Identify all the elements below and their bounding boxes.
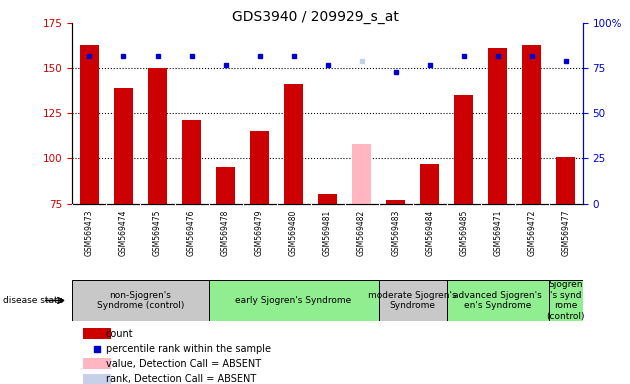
- Bar: [522, 45, 541, 204]
- Text: rank, Detection Call = ABSENT: rank, Detection Call = ABSENT: [106, 374, 256, 384]
- Text: moderate Sjogren's
Syndrome: moderate Sjogren's Syndrome: [369, 291, 457, 310]
- Text: GSM569480: GSM569480: [289, 210, 298, 256]
- Bar: [72, 280, 209, 321]
- Bar: [549, 280, 583, 321]
- Text: GSM569484: GSM569484: [425, 210, 434, 256]
- Bar: [83, 328, 111, 339]
- Text: disease state: disease state: [3, 296, 64, 305]
- Text: Sjogren
's synd
rome
(control): Sjogren 's synd rome (control): [546, 280, 585, 321]
- Bar: [209, 280, 379, 321]
- Bar: [284, 84, 303, 204]
- Text: early Sjogren's Syndrome: early Sjogren's Syndrome: [236, 296, 352, 305]
- Bar: [318, 195, 337, 204]
- Text: GSM569472: GSM569472: [527, 210, 536, 256]
- Bar: [352, 144, 371, 204]
- Text: GSM569475: GSM569475: [153, 210, 162, 256]
- Text: advanced Sjogren's
en's Syndrome: advanced Sjogren's en's Syndrome: [454, 291, 542, 310]
- Text: GSM569483: GSM569483: [391, 210, 400, 256]
- Text: GSM569477: GSM569477: [561, 210, 570, 256]
- Text: GSM569481: GSM569481: [323, 210, 332, 256]
- Bar: [83, 374, 111, 384]
- Bar: [447, 280, 549, 321]
- Bar: [386, 200, 405, 204]
- Text: GDS3940 / 209929_s_at: GDS3940 / 209929_s_at: [232, 10, 398, 23]
- Bar: [420, 164, 439, 204]
- Bar: [556, 157, 575, 204]
- Text: GSM569471: GSM569471: [493, 210, 502, 256]
- Text: value, Detection Call = ABSENT: value, Detection Call = ABSENT: [106, 359, 261, 369]
- Text: GSM569482: GSM569482: [357, 210, 366, 256]
- Text: GSM569479: GSM569479: [255, 210, 264, 256]
- Text: percentile rank within the sample: percentile rank within the sample: [106, 344, 271, 354]
- Bar: [379, 280, 447, 321]
- Text: GSM569485: GSM569485: [459, 210, 468, 256]
- Bar: [182, 121, 201, 204]
- Text: GSM569474: GSM569474: [119, 210, 128, 256]
- Bar: [83, 358, 111, 369]
- Bar: [114, 88, 133, 204]
- Text: GSM569476: GSM569476: [187, 210, 196, 256]
- Bar: [216, 167, 235, 204]
- Text: GSM569473: GSM569473: [85, 210, 94, 256]
- Bar: [80, 45, 99, 204]
- Text: GSM569478: GSM569478: [221, 210, 230, 256]
- Text: count: count: [106, 329, 133, 339]
- Bar: [488, 48, 507, 204]
- Bar: [454, 95, 473, 204]
- Bar: [148, 68, 167, 204]
- Bar: [250, 131, 269, 204]
- Text: non-Sjogren's
Syndrome (control): non-Sjogren's Syndrome (control): [97, 291, 184, 310]
